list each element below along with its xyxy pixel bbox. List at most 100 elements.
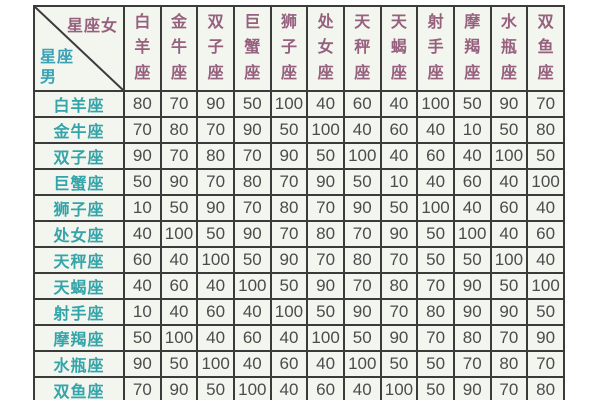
compatibility-cell: 50: [269, 116, 309, 144]
vertical-char: 子: [207, 39, 224, 57]
compatibility-cell: 40: [452, 142, 492, 170]
compatibility-cell: 40: [306, 350, 345, 378]
compatibility-cell: 40: [269, 324, 309, 352]
compatibility-cell: 50: [526, 298, 565, 326]
compatibility-cell: 60: [123, 246, 162, 274]
compatibility-cell: 50: [452, 246, 492, 274]
column-header: 天秤座: [342, 5, 382, 92]
compatibility-cell: 40: [489, 220, 529, 248]
table-row: 处女座 40 100 50 90 70 80 70 90 50 100 40 60: [33, 220, 565, 248]
compatibility-cell: 40: [306, 90, 345, 118]
compatibility-cell: 100: [489, 246, 529, 274]
compatibility-cell: 50: [306, 298, 345, 326]
row-header: 白羊座: [33, 90, 125, 118]
zodiac-compatibility-table: 星座女 星座 男 白羊座金牛座双子座巨蟹座狮子座处女座天秤座天蝎座射手座摩羯座水…: [33, 5, 565, 400]
column-header: 双子座: [196, 5, 235, 92]
compatibility-cell: 90: [526, 324, 565, 352]
column-header: 双鱼座: [526, 5, 565, 92]
vertical-char: 座: [207, 65, 224, 83]
compatibility-cell: 70: [269, 168, 309, 196]
vertical-char: 蟹: [244, 39, 261, 57]
compatibility-cell: 80: [232, 168, 272, 196]
compatibility-cell: 100: [452, 220, 492, 248]
compatibility-cell: 70: [196, 116, 235, 144]
compatibility-cell: 90: [269, 142, 309, 170]
compatibility-cell: 100: [232, 376, 272, 400]
compatibility-cell: 90: [306, 168, 345, 196]
compatibility-cell: 50: [379, 350, 419, 378]
compatibility-cell: 80: [269, 194, 309, 222]
vertical-char: 座: [170, 65, 187, 83]
compatibility-cell: 50: [123, 168, 162, 196]
compatibility-cell: 80: [342, 246, 382, 274]
vertical-char: 座: [500, 65, 517, 83]
compatibility-cell: 100: [196, 246, 235, 274]
diagonal-divider-line: [35, 7, 123, 90]
compatibility-cell: 50: [489, 116, 529, 144]
row-header: 巨蟹座: [33, 168, 125, 196]
compatibility-cell: 100: [342, 350, 382, 378]
compatibility-cell: 100: [416, 194, 455, 222]
table-row: 双鱼座 70 90 50 100 40 60 40 100 50 90 70 80: [33, 376, 565, 400]
column-axis-label-female: 星座女: [66, 18, 118, 35]
compatibility-cell: 70: [452, 350, 492, 378]
compatibility-cell: 90: [342, 194, 382, 222]
compatibility-cell: 70: [159, 142, 199, 170]
compatibility-cell: 50: [416, 220, 455, 248]
compatibility-cell: 80: [416, 298, 455, 326]
compatibility-cell: 50: [342, 324, 382, 352]
compatibility-cell: 90: [159, 376, 199, 400]
vertical-char: 秤: [354, 39, 371, 57]
vertical-char: 瓶: [500, 39, 517, 57]
column-header: 金牛座: [159, 5, 199, 92]
compatibility-cell: 100: [416, 90, 455, 118]
compatibility-cell: 70: [416, 272, 455, 300]
column-header: 天蝎座: [379, 5, 419, 92]
compatibility-cell: 40: [452, 194, 492, 222]
compatibility-cell: 80: [306, 220, 345, 248]
column-header: 射手座: [416, 5, 455, 92]
compatibility-cell: 50: [123, 324, 162, 352]
compatibility-cell: 70: [269, 220, 309, 248]
compatibility-cell: 40: [379, 142, 419, 170]
compatibility-cell: 100: [232, 272, 272, 300]
vertical-char: 天: [390, 13, 407, 31]
compatibility-cell: 100: [159, 220, 199, 248]
vertical-char: 处: [317, 13, 334, 31]
vertical-char: 座: [464, 65, 481, 83]
compatibility-cell: 70: [416, 324, 455, 352]
compatibility-cell: 90: [342, 298, 382, 326]
vertical-char: 手: [427, 39, 444, 57]
row-header: 处女座: [33, 220, 125, 248]
compatibility-cell: 90: [159, 168, 199, 196]
row-header: 双子座: [33, 142, 125, 170]
compatibility-cell: 60: [342, 90, 382, 118]
compatibility-cell: 60: [306, 376, 345, 400]
compatibility-cell: 90: [452, 272, 492, 300]
compatibility-cell: 70: [526, 90, 565, 118]
compatibility-cell: 40: [196, 324, 235, 352]
vertical-char: 蝎: [390, 39, 407, 57]
table-row: 双子座 90 70 80 70 90 50 100 40 60 40 100 50: [33, 142, 565, 170]
compatibility-cell: 70: [379, 246, 419, 274]
compatibility-cell: 60: [379, 116, 419, 144]
table-row: 天蝎座 40 60 40 100 50 90 70 80 70 90 50 100: [33, 272, 565, 300]
compatibility-cell: 40: [123, 220, 162, 248]
compatibility-cell: 10: [452, 116, 492, 144]
vertical-char: 座: [317, 65, 334, 83]
vertical-char: 巨: [244, 13, 261, 31]
row-axis-label-male-bottom: 男: [40, 69, 57, 86]
compatibility-cell: 40: [489, 168, 529, 196]
compatibility-cell: 100: [306, 324, 345, 352]
compatibility-cell: 40: [123, 272, 162, 300]
table-row: 天秤座 60 40 100 50 90 70 80 70 50 50 100 40: [33, 246, 565, 274]
compatibility-cell: 70: [342, 272, 382, 300]
compatibility-cell: 50: [342, 168, 382, 196]
compatibility-cell: 100: [269, 90, 309, 118]
compatibility-cell: 60: [196, 298, 235, 326]
compatibility-cell: 40: [342, 116, 382, 144]
compatibility-cell: 100: [489, 142, 529, 170]
compatibility-cell: 80: [452, 324, 492, 352]
column-header: 狮子座: [269, 5, 309, 92]
compatibility-cell: 40: [232, 298, 272, 326]
